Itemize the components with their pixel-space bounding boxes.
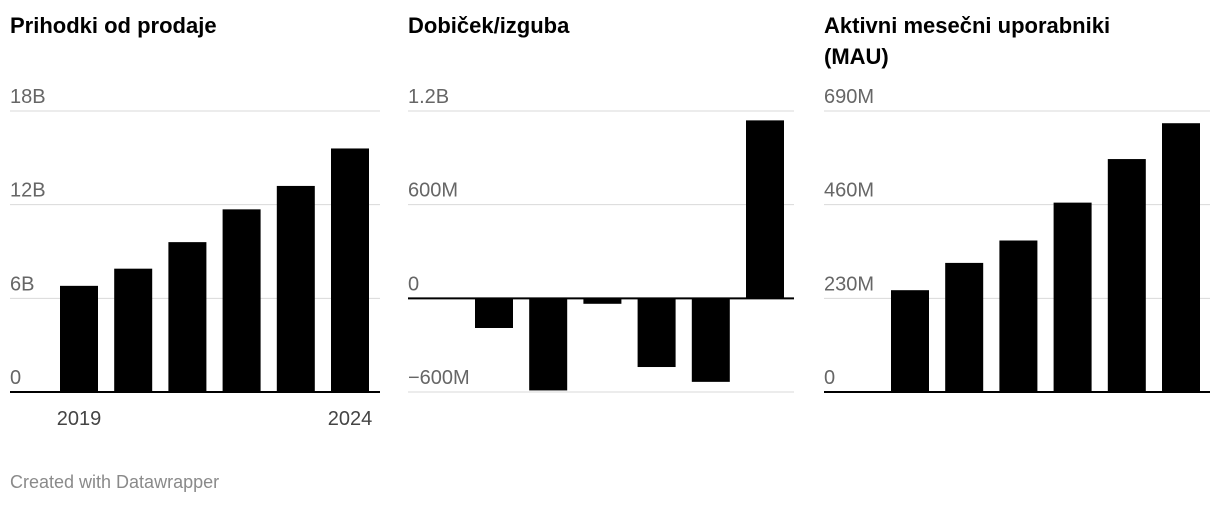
chart-panel-revenue: Prihodki od prodaje 0 6B 12B 18B 2019 2024	[10, 0, 380, 440]
bar	[1162, 123, 1200, 392]
chart-panel-profit-loss: Dobiček/izguba −600M 0 600M 1.2B	[408, 0, 794, 440]
chart-title: Prihodki od prodaje	[10, 13, 217, 38]
footer-credit: Created with Datawrapper	[10, 472, 220, 492]
y-tick-label: 600M	[408, 180, 458, 202]
x-tick-label: 2019	[57, 408, 102, 430]
bar	[114, 268, 153, 392]
chart-title: Aktivni mesečni uporabniki (MAU)	[824, 13, 1111, 69]
bar	[222, 209, 261, 392]
y-tick-label: 1.2B	[408, 86, 449, 108]
chart-title: Dobiček/izguba	[408, 13, 570, 38]
bar	[475, 298, 513, 328]
bar	[168, 242, 207, 392]
y-tick-label: 460M	[824, 180, 874, 202]
bar	[637, 298, 676, 368]
bar	[1107, 159, 1146, 392]
bar	[891, 290, 929, 392]
bar	[529, 298, 568, 391]
bar	[999, 240, 1038, 392]
bar	[583, 298, 622, 304]
x-tick-label: 2024	[328, 408, 373, 430]
chart-panel-mau: Aktivni mesečni uporabniki (MAU) 0 230M 46…	[824, 0, 1210, 440]
y-tick-label: 0	[10, 367, 21, 389]
bar	[331, 148, 369, 392]
chart-plot: 0 230M 460M 690M	[824, 86, 1210, 393]
y-tick-label: 12B	[10, 180, 46, 202]
y-tick-label: 690M	[824, 86, 874, 108]
bar	[746, 120, 784, 299]
bar	[691, 298, 730, 382]
y-tick-label: −600M	[408, 367, 470, 389]
bar	[276, 185, 315, 392]
bar	[945, 262, 984, 392]
y-tick-label: 6B	[10, 273, 34, 295]
y-tick-label: 18B	[10, 86, 46, 108]
y-tick-label: 230M	[824, 273, 874, 295]
bar	[60, 285, 98, 392]
y-tick-label: 0	[824, 367, 835, 389]
chart-plot: −600M 0 600M 1.2B	[408, 86, 794, 393]
bar	[1053, 202, 1092, 392]
y-tick-label: 0	[408, 273, 419, 295]
chart-plot: 0 6B 12B 18B 2019 2024	[10, 86, 380, 430]
